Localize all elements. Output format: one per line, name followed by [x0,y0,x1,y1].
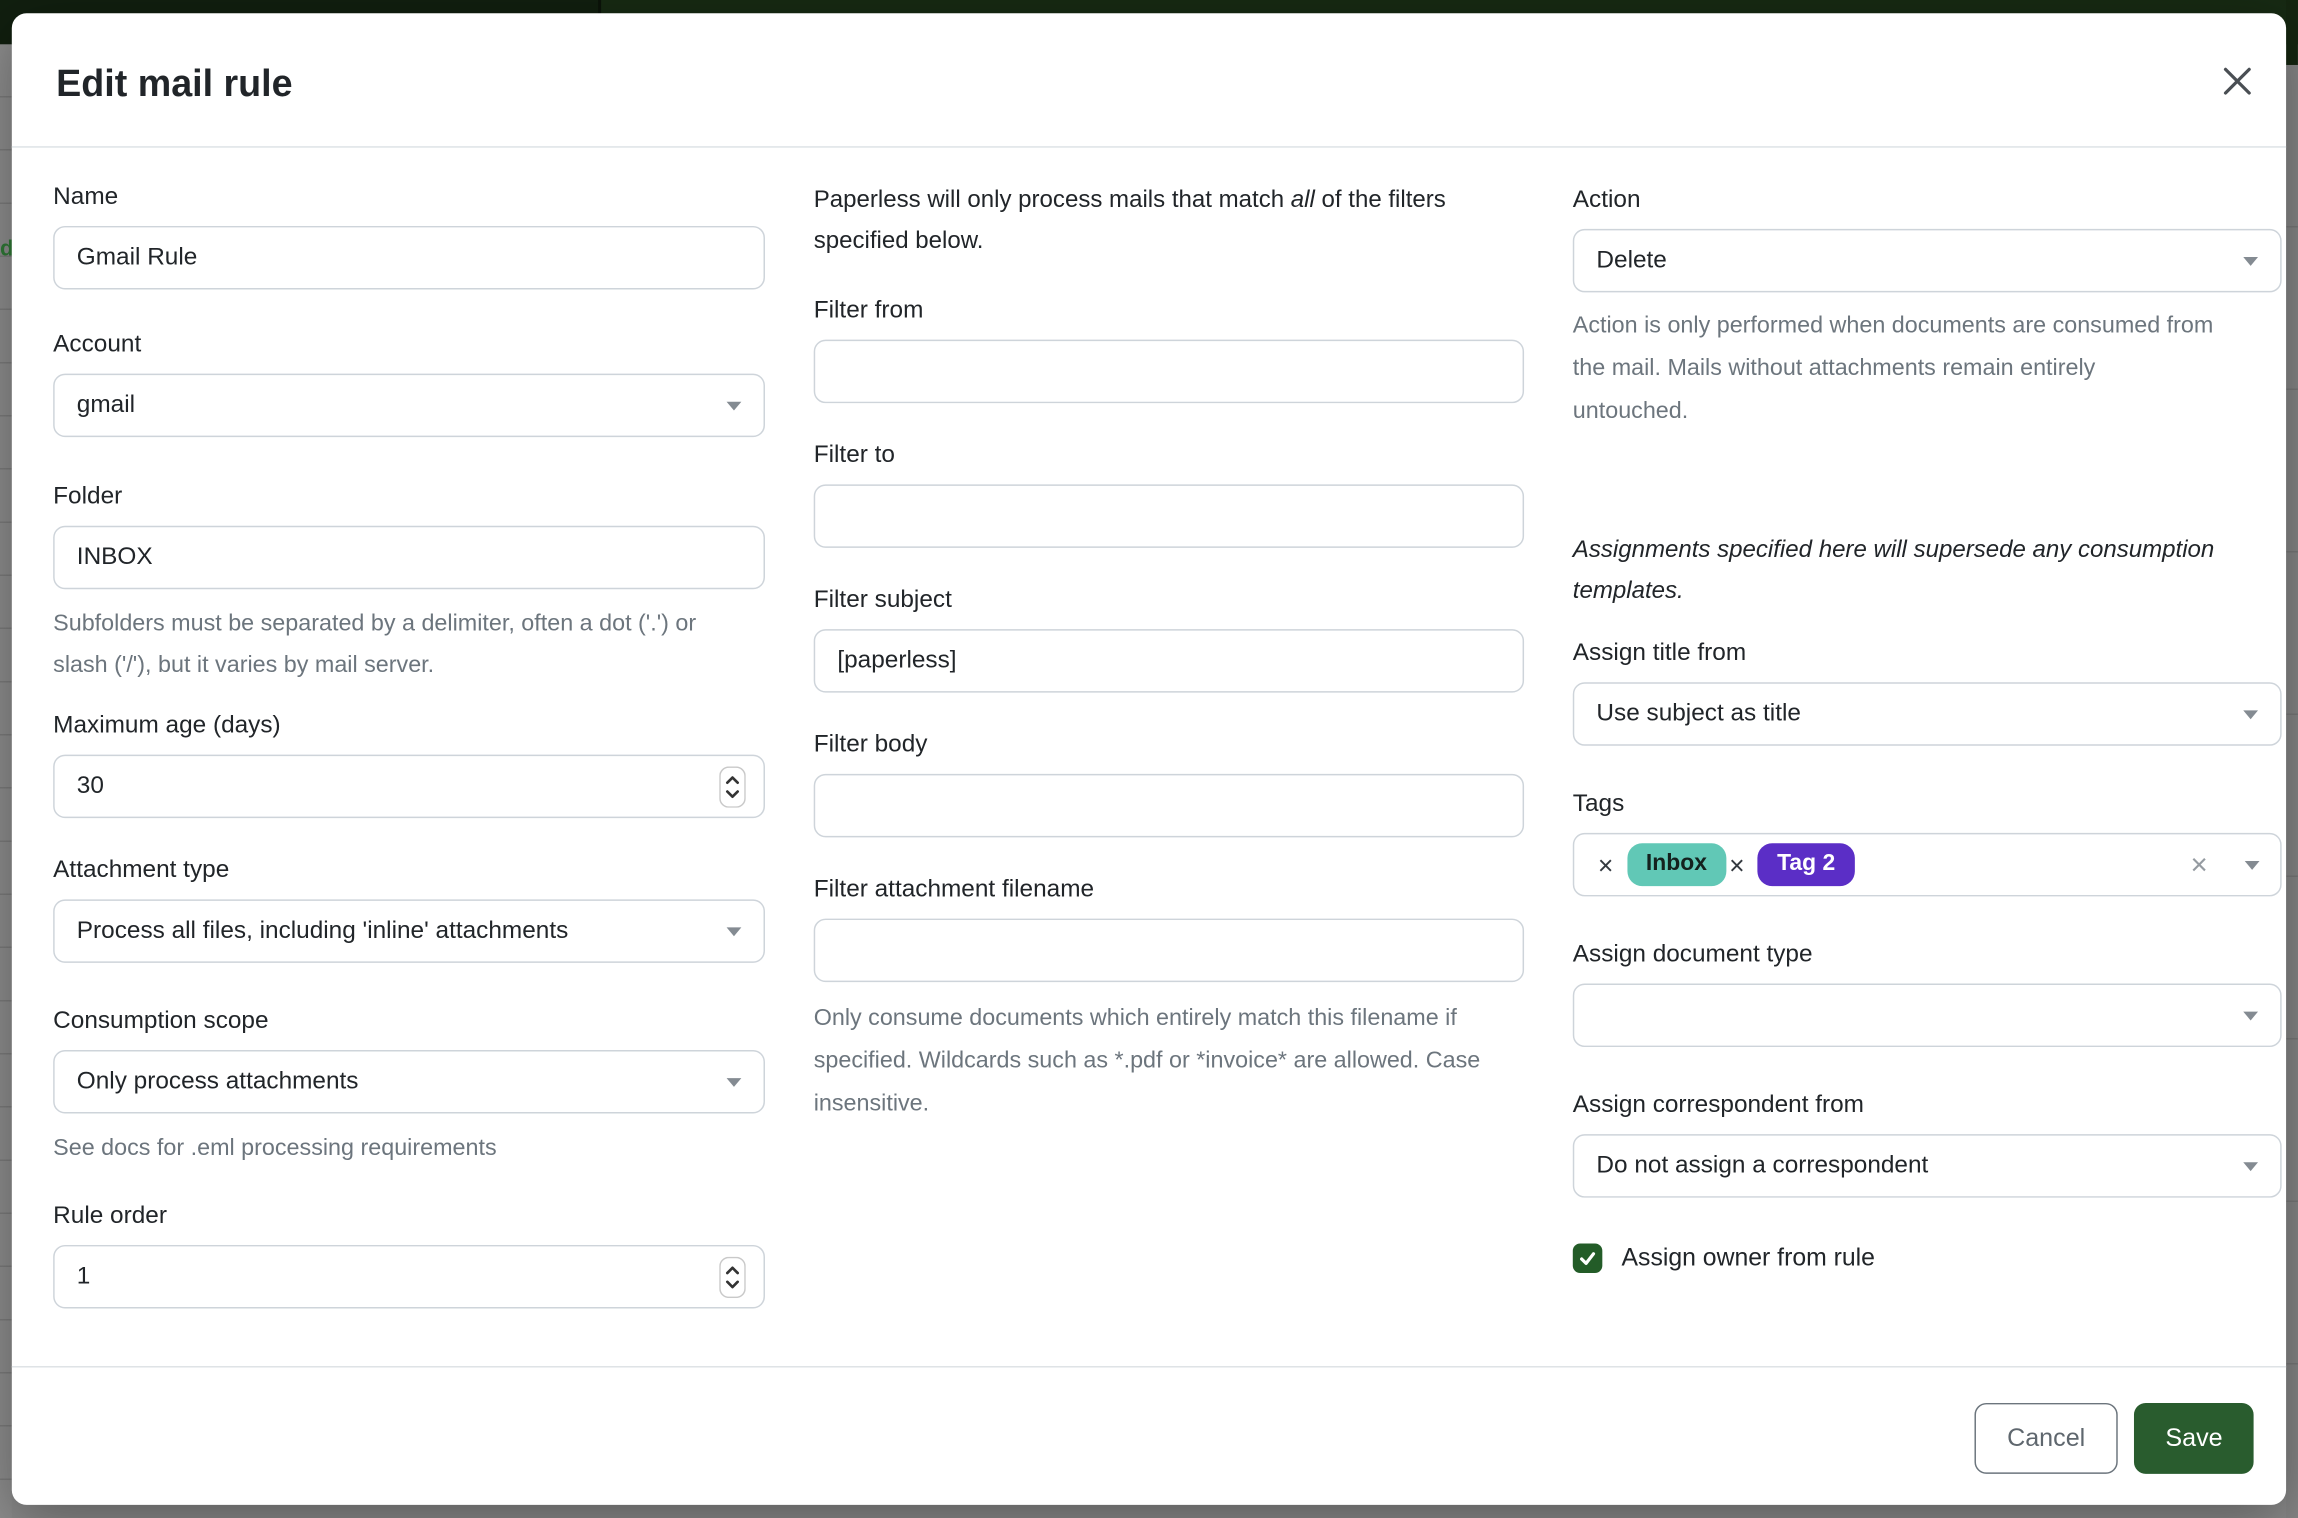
chevron-down-icon [2243,709,2259,719]
consumption-scope-select-value: Only process attachments [76,1067,359,1095]
edit-mail-rule-dialog: Edit mail rule Name Account gmail [11,13,2287,1506]
attachment-type-field-group: Attachment type Process all files, inclu… [53,852,765,963]
chevron-down-icon [726,400,742,410]
filters-intro-text: Paperless will only process mails that m… [814,179,1524,262]
assign-title-from-select-value: Use subject as title [1596,700,1801,727]
app-navbar-right-edge [2286,0,2298,65]
name-input[interactable] [53,225,765,290]
filter-subject-label: Filter subject [813,586,952,613]
filter-to-label: Filter to [813,441,895,469]
consumption-scope-field-group: Consumption scope Only process attachmen… [53,1003,765,1170]
consumption-scope-help-text: See docs for .eml processing requirement… [53,1135,497,1161]
max-age-field-group: Maximum age (days) [53,707,765,819]
assign-correspondent-from-select-value: Do not assign a correspondent [1596,1151,1929,1179]
chevron-down-icon [2243,256,2259,266]
action-field-group: Action Delete Action is only performed w… [1572,182,2282,433]
clear-tags-icon[interactable]: × [2190,848,2208,881]
tags-field-group: Tags × Inbox × Tag 2 × [1572,786,2282,897]
filter-subject-input[interactable] [813,629,1525,693]
filter-attachment-filename-input[interactable] [813,918,1525,983]
clipped-background-text: d [0,236,12,261]
account-field-group: Account gmail [53,326,765,438]
chevron-down-icon [726,926,742,936]
rule-order-label: Rule order [53,1202,167,1229]
attachment-type-label: Attachment type [53,856,230,884]
folder-label: Folder [53,482,123,510]
number-stepper-icon[interactable] [719,766,746,808]
attachment-type-select[interactable]: Process all files, including 'inline' at… [53,899,765,963]
assign-title-from-label: Assign title from [1572,639,1747,667]
remove-tag-2-icon[interactable]: × [1729,849,1745,880]
action-select-value: Delete [1596,246,1667,274]
assign-owner-label: Assign owner from rule [1621,1243,1875,1272]
filter-body-input[interactable] [813,773,1525,838]
filter-to-field-group: Filter to [813,437,1525,548]
rule-order-field-group: Rule order [53,1198,765,1309]
tags-input[interactable]: × Inbox × Tag 2 × [1572,832,2282,897]
filter-from-input[interactable] [813,339,1525,404]
consumption-scope-label: Consumption scope [53,1007,269,1034]
filter-from-field-group: Filter from [813,292,1525,404]
action-label: Action [1572,186,1641,213]
dialog-title: Edit mail rule [56,63,293,105]
tags-label: Tags [1572,790,1625,817]
assign-document-type-select[interactable] [1572,983,2282,1048]
assign-document-type-field-group: Assign document type [1572,936,2282,1048]
dialog-header: Edit mail rule [11,13,2287,148]
save-button[interactable]: Save [2134,1402,2254,1474]
chevron-down-icon [2243,1010,2259,1020]
rule-order-input[interactable] [53,1244,765,1309]
close-button[interactable] [2218,62,2256,100]
account-label: Account [53,330,142,358]
filters-intro-emphasis: all [1290,186,1315,213]
page-edge-left: d [0,44,12,1518]
remove-tag-inbox-icon[interactable]: × [1597,849,1614,880]
tag-chip-tag-2: Tag 2 [1757,843,1855,886]
assign-correspondent-from-select[interactable]: Do not assign a correspondent [1572,1134,2282,1198]
filter-body-field-group: Filter body [813,727,1525,838]
assign-owner-row: Assign owner from rule [1572,1243,2282,1274]
check-icon [1580,1252,1596,1266]
filter-attachment-filename-label: Filter attachment filename [813,875,1095,903]
filter-to-input[interactable] [813,484,1525,548]
filter-subject-field-group: Filter subject [813,582,1525,693]
chevron-down-icon [726,1077,742,1087]
dialog-footer: Cancel Save [11,1366,2287,1506]
attachment-type-select-value: Process all files, including 'inline' at… [76,917,569,944]
action-help-text: Action is only performed when documents … [1572,313,2214,424]
filter-body-label: Filter body [813,731,928,758]
filters-intro-prefix: Paperless will only process mails that m… [813,186,1291,213]
assign-title-from-select[interactable]: Use subject as title [1572,682,2282,746]
assign-title-field-group: Assign title from Use subject as title [1572,635,2282,746]
account-select-value: gmail [76,391,136,418]
name-field-group: Name [53,179,765,290]
max-age-input[interactable] [53,754,765,819]
chevron-down-icon [2243,1161,2259,1171]
filter-attachment-filename-help-text: Only consume documents which entirely ma… [813,1005,1481,1117]
account-select[interactable]: gmail [53,373,765,438]
assignments-note-text: Assignments specified here will supersed… [1572,536,2215,605]
filter-from-label: Filter from [813,296,924,324]
chevron-down-icon[interactable] [2244,860,2260,870]
tag-chip-inbox: Inbox [1626,843,1727,886]
folder-help-text: Subfolders must be separated by a delimi… [53,611,697,678]
number-stepper-icon[interactable] [719,1256,746,1299]
assign-owner-checkbox[interactable] [1572,1243,1603,1274]
folder-field-group: Folder Subfolders must be separated by a… [53,478,765,686]
close-icon [2223,67,2251,95]
consumption-scope-select[interactable]: Only process attachments [53,1050,765,1114]
action-select[interactable]: Delete [1572,228,2282,293]
filters-intro-suffix: of the filters specified below. [813,186,1446,255]
folder-input[interactable] [53,525,765,590]
max-age-label: Maximum age (days) [53,711,281,739]
cancel-button[interactable]: Cancel [1974,1402,2118,1474]
assign-correspondent-field-group: Assign correspondent from Do not assign … [1572,1087,2282,1198]
assign-correspondent-from-label: Assign correspondent from [1572,1091,1864,1118]
filter-attachment-filename-field-group: Filter attachment filename Only consume … [813,871,1525,1125]
page-edge-right [2286,64,2298,1518]
assign-document-type-label: Assign document type [1572,940,1813,968]
name-label: Name [53,183,119,210]
